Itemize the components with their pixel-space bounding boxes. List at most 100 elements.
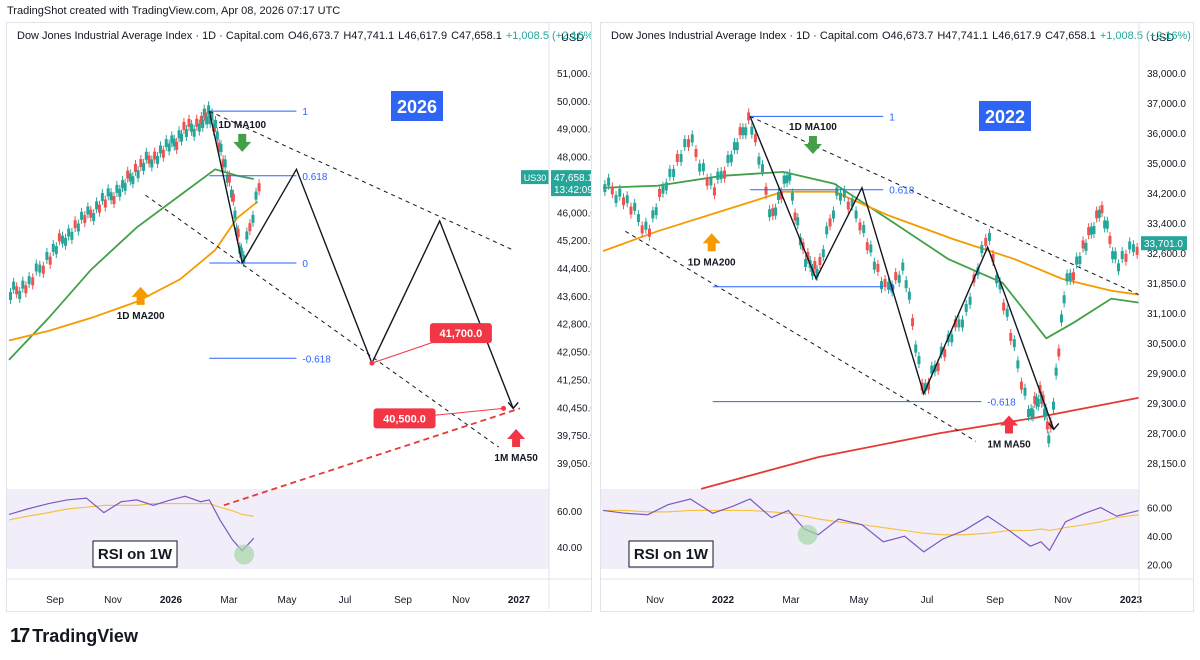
candle-body (12, 281, 16, 290)
candle-body (167, 143, 171, 152)
candle-body (133, 163, 137, 172)
candle-body (907, 291, 911, 300)
price-tick-label: 33,400.0 (1147, 219, 1186, 230)
channel-line (625, 230, 977, 442)
candle-body (603, 184, 607, 193)
candle-body (201, 119, 205, 128)
candle-body (683, 139, 687, 148)
candle-body (1068, 272, 1072, 281)
candle-body (197, 123, 201, 132)
ohlc-change: +1,008.5 (+2.16%) (1100, 30, 1191, 42)
candle-body (1131, 244, 1135, 253)
candle-body (810, 267, 814, 276)
candle-body (629, 206, 633, 215)
tradingview-footer[interactable]: 17 TradingView (10, 624, 138, 648)
candle-body (27, 276, 31, 285)
price-tick-label: 50,000.0 (557, 97, 591, 108)
candle-body (914, 344, 918, 353)
price-tick-label: 51,000.0 (557, 69, 591, 80)
candle-body (825, 226, 829, 235)
candle-body (73, 220, 77, 229)
fib-level-label: -0.618 (987, 398, 1016, 409)
candle-body (242, 254, 246, 263)
candle-body (1035, 397, 1039, 406)
candle-body (1049, 420, 1053, 429)
candle-body (9, 292, 13, 301)
candle-body (161, 149, 165, 158)
time-tick-label: Nov (1054, 595, 1072, 606)
candle-body (86, 206, 90, 215)
candle-body (239, 247, 243, 256)
candle-body (15, 286, 19, 295)
rsi-ma-line (8, 502, 254, 521)
price-tick-label: 42,050.0 (557, 348, 591, 359)
candle-body (943, 349, 947, 358)
candle-body (112, 196, 116, 205)
candle-body (45, 251, 49, 260)
candle-body (175, 141, 179, 150)
callout-box (429, 323, 492, 344)
channel-line (145, 194, 499, 448)
candle-body (235, 227, 239, 236)
price-tick-label: 36,000.0 (1147, 129, 1186, 140)
candle-body (968, 296, 972, 305)
time-tick-label: 2027 (508, 595, 531, 606)
candle-body (668, 168, 672, 177)
ohlc-high: H47,741.1 (937, 30, 988, 42)
candle-body (995, 275, 999, 284)
candle-body (164, 139, 168, 148)
candle-body (70, 231, 74, 240)
candle-body (1029, 408, 1033, 417)
candle-body (960, 319, 964, 328)
candle-body (788, 172, 792, 181)
price-tick-label: 40,450.0 (557, 403, 591, 414)
ohlc-high: H47,741.1 (343, 30, 394, 42)
candle-body (779, 191, 783, 200)
candle-body (195, 118, 199, 127)
price-tick-label: 37,000.0 (1147, 99, 1186, 110)
candle-body (1100, 205, 1104, 214)
chart-panel-2026[interactable]: 51,000.050,000.049,000.048,000.047,000.0… (6, 22, 609, 612)
candle-body (103, 199, 107, 208)
candle-body (182, 121, 186, 130)
candle-body (957, 319, 961, 328)
ma-line-1d-ma100 (8, 168, 255, 361)
fib-level-label: -0.618 (302, 354, 331, 365)
candle-body (644, 221, 648, 230)
candle-body (917, 356, 921, 365)
candle-body (846, 201, 850, 210)
fib-level-label: 1 (302, 107, 308, 118)
candle-body (223, 159, 227, 168)
candle-body (980, 245, 984, 254)
rsi-tick-label: 40.00 (557, 543, 582, 554)
candle-body (115, 184, 119, 193)
rsi-highlight-circle (234, 544, 255, 565)
candle-body (726, 154, 730, 163)
candle-body (1089, 226, 1093, 235)
candle-body (1135, 246, 1139, 255)
candle-body (636, 214, 640, 223)
price-tick-label: 49,000.0 (557, 125, 591, 136)
ohlc-close: C47,658.1 (451, 30, 502, 42)
symbol-title: Dow Jones Industrial Average Index · 1D … (17, 30, 284, 42)
candle-body (633, 202, 637, 211)
chart-panel-2022[interactable]: 38,000.0 37,000.0 36,000.0 35,000.0 34,200.0… (600, 22, 1199, 612)
rsi-tick-label: 40.00 (1147, 532, 1172, 543)
candle-body (658, 188, 662, 197)
chart-2026-svg[interactable]: 51,000.050,000.049,000.048,000.047,000.0… (7, 23, 609, 611)
candle-body (719, 171, 723, 180)
price-tick-label: 39,050.0 (557, 459, 591, 470)
price-tick-label: 31,100.0 (1147, 309, 1186, 320)
candle-body (1120, 251, 1124, 260)
candle-body (1092, 226, 1096, 235)
time-tick-label: Nov (104, 595, 122, 606)
price-tick-label: 43,600.0 (557, 292, 591, 303)
ohlc-close: C47,658.1 (1045, 30, 1096, 42)
chart-2022-svg[interactable]: 38,000.0 37,000.0 36,000.0 35,000.0 34,200.0… (601, 23, 1199, 611)
time-tick-label: Nov (646, 595, 664, 606)
candle-body (1065, 273, 1069, 282)
candle-body (231, 193, 235, 202)
candle-body (158, 145, 162, 154)
candle-body (21, 280, 25, 289)
candle-body (128, 173, 132, 182)
